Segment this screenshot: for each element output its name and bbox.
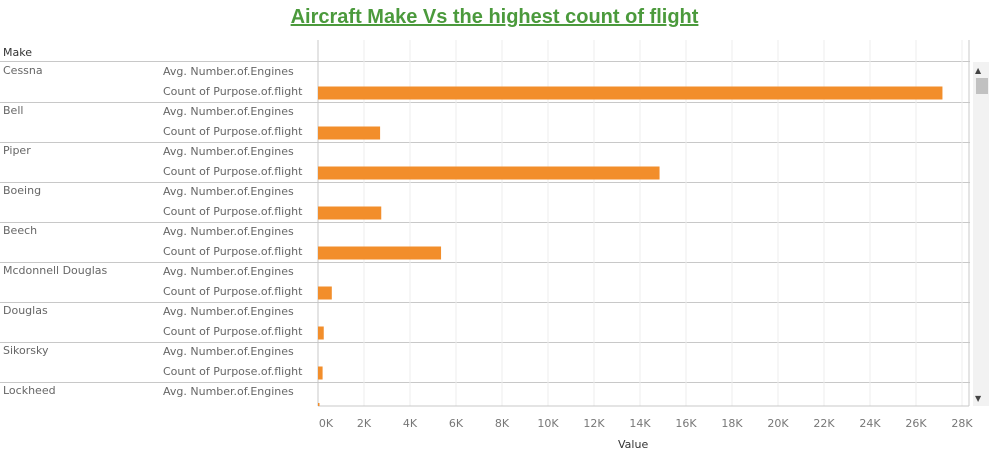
measure-label-0-0: Avg. Number.of.Engines bbox=[163, 65, 294, 78]
make-label-7: Sikorsky bbox=[3, 344, 49, 357]
measure-label-6-1: Count of Purpose.of.flight bbox=[163, 325, 303, 338]
measure-label-7-0: Avg. Number.of.Engines bbox=[163, 345, 294, 358]
x-axis-title: Value bbox=[618, 438, 649, 451]
bar-piper bbox=[318, 166, 660, 180]
row-separator bbox=[0, 102, 970, 103]
row-separator bbox=[0, 222, 970, 223]
measure-label-5-1: Count of Purpose.of.flight bbox=[163, 285, 303, 298]
x-tick-label: 16K bbox=[675, 417, 697, 430]
x-tick-label: 2K bbox=[357, 417, 372, 430]
row-separator bbox=[0, 142, 970, 143]
bar-bell bbox=[318, 126, 381, 140]
make-column-header: Make bbox=[3, 46, 32, 59]
measure-label-8-0: Avg. Number.of.Engines bbox=[163, 385, 294, 398]
measure-label-0-1: Count of Purpose.of.flight bbox=[163, 85, 303, 98]
bar-boeing bbox=[318, 206, 382, 220]
measure-label-4-1: Count of Purpose.of.flight bbox=[163, 245, 303, 258]
make-label-4: Beech bbox=[3, 224, 38, 237]
row-separator bbox=[0, 182, 970, 183]
x-tick-label: 8K bbox=[495, 417, 510, 430]
measure-label-6-0: Avg. Number.of.Engines bbox=[163, 305, 294, 318]
x-tick-label: 18K bbox=[721, 417, 743, 430]
measure-label-4-0: Avg. Number.of.Engines bbox=[163, 225, 294, 238]
x-tick-label: 0K bbox=[319, 417, 334, 430]
header-divider bbox=[0, 61, 970, 62]
measure-label-3-0: Avg. Number.of.Engines bbox=[163, 185, 294, 198]
row-separator bbox=[0, 262, 970, 263]
bar-douglas bbox=[318, 326, 324, 340]
bar-cessna bbox=[318, 86, 943, 100]
measure-label-1-0: Avg. Number.of.Engines bbox=[163, 105, 294, 118]
row-separator bbox=[0, 302, 970, 303]
x-tick-label: 14K bbox=[629, 417, 651, 430]
make-label-6: Douglas bbox=[3, 304, 48, 317]
x-tick-label: 26K bbox=[905, 417, 927, 430]
x-tick-label: 22K bbox=[813, 417, 835, 430]
bar-lockheed-edge bbox=[318, 403, 320, 406]
x-tick-label: 28K bbox=[951, 417, 973, 430]
measure-label-3-1: Count of Purpose.of.flight bbox=[163, 205, 303, 218]
measure-label-5-0: Avg. Number.of.Engines bbox=[163, 265, 294, 278]
make-label-0: Cessna bbox=[3, 64, 43, 77]
make-label-1: Bell bbox=[3, 104, 24, 117]
x-tick-label: 12K bbox=[583, 417, 605, 430]
make-label-2: Piper bbox=[3, 144, 31, 157]
x-tick-label: 4K bbox=[403, 417, 418, 430]
x-tick-label: 6K bbox=[449, 417, 464, 430]
measure-label-1-1: Count of Purpose.of.flight bbox=[163, 125, 303, 138]
make-label-3: Boeing bbox=[3, 184, 42, 197]
x-tick-label: 20K bbox=[767, 417, 789, 430]
bar-mcdonnell-douglas bbox=[318, 286, 332, 300]
measure-label-7-1: Count of Purpose.of.flight bbox=[163, 365, 303, 378]
measure-label-2-1: Count of Purpose.of.flight bbox=[163, 165, 303, 178]
row-separator bbox=[0, 382, 970, 383]
make-label-8: Lockheed bbox=[3, 384, 56, 397]
scroll-down-icon[interactable]: ▼ bbox=[975, 394, 982, 403]
make-label-5: Mcdonnell Douglas bbox=[3, 264, 108, 277]
scroll-up-icon[interactable]: ▲ bbox=[975, 66, 982, 75]
x-tick-label: 10K bbox=[537, 417, 559, 430]
row-separator bbox=[0, 342, 970, 343]
scrollbar-thumb[interactable] bbox=[976, 78, 988, 94]
row-labels: Cessna Avg. Number.of.Engines Count of Pur… bbox=[0, 0, 970, 450]
bar-beech bbox=[318, 246, 442, 260]
chart-title: Aircraft Make Vs the highest count of fl… bbox=[290, 6, 699, 28]
x-tick-label: 24K bbox=[859, 417, 881, 430]
bar-sikorsky bbox=[318, 366, 323, 380]
measure-label-2-0: Avg. Number.of.Engines bbox=[163, 145, 294, 158]
vertical-scrollbar[interactable] bbox=[973, 62, 989, 406]
